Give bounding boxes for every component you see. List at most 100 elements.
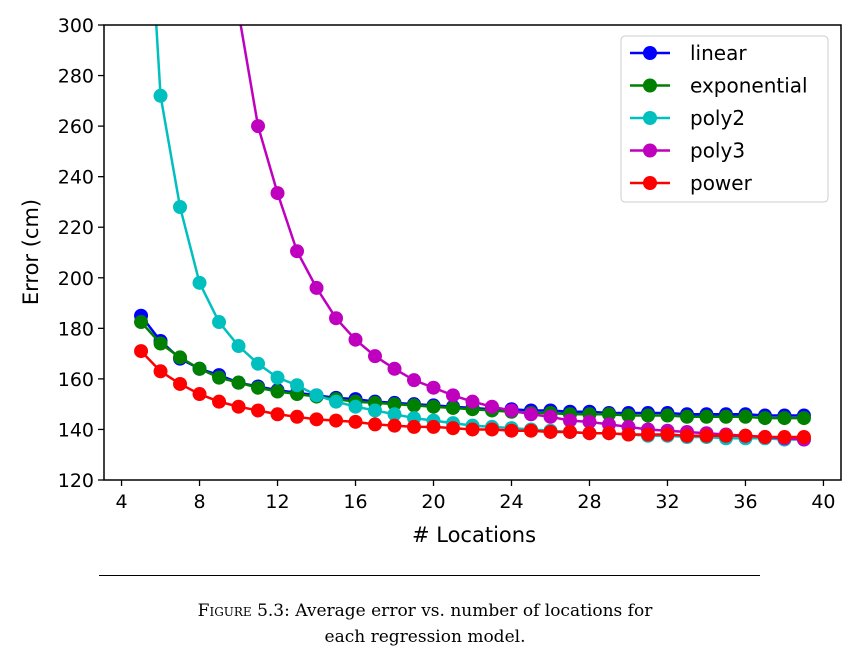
data-point-power	[718, 428, 733, 443]
data-point-exponential	[231, 375, 246, 390]
data-point-power	[465, 422, 480, 437]
data-point-poly2	[212, 315, 227, 330]
data-point-poly3	[543, 409, 558, 424]
legend-marker-exponential	[643, 78, 657, 93]
data-point-power	[446, 421, 461, 436]
data-point-exponential	[718, 409, 733, 424]
data-point-exponential	[387, 397, 402, 412]
data-point-poly2	[153, 88, 168, 103]
data-point-poly2	[270, 370, 285, 385]
data-point-exponential	[251, 380, 266, 395]
data-point-power	[523, 423, 538, 438]
y-tick-label: 260	[58, 116, 94, 138]
data-point-power	[290, 409, 305, 424]
y-tick-label: 120	[58, 470, 94, 492]
y-tick-label: 220	[58, 217, 94, 239]
x-tick-label: 12	[265, 491, 289, 513]
data-point-power	[796, 430, 811, 445]
caption-text: Average error vs. number of locations fo…	[295, 601, 653, 647]
data-point-poly2	[192, 275, 207, 290]
y-tick-label: 300	[58, 15, 94, 37]
data-point-poly3	[270, 186, 285, 201]
data-point-poly3	[348, 332, 363, 347]
data-point-power	[348, 414, 363, 429]
data-point-power	[738, 428, 753, 443]
data-point-poly2	[290, 378, 305, 393]
data-point-poly2	[251, 356, 266, 371]
x-tick-label: 16	[343, 491, 367, 513]
data-point-exponential	[640, 408, 655, 423]
data-point-power	[484, 422, 499, 437]
data-point-poly2	[309, 388, 324, 403]
x-tick-label: 40	[811, 491, 835, 513]
data-point-power	[504, 423, 519, 438]
series-power	[134, 344, 811, 445]
data-point-poly3	[329, 311, 344, 326]
data-point-power	[368, 417, 383, 432]
data-point-poly2	[329, 394, 344, 409]
data-point-power	[621, 427, 636, 442]
plot-frame	[103, 24, 842, 481]
data-point-power	[699, 428, 714, 443]
data-point-power	[212, 394, 227, 409]
data-point-power	[426, 419, 441, 434]
data-point-power	[562, 424, 577, 439]
data-point-exponential	[757, 411, 772, 426]
data-point-poly2	[348, 399, 363, 414]
data-point-power	[543, 424, 558, 439]
data-point-power	[309, 412, 324, 427]
legend-label-linear: linear	[690, 41, 747, 65]
x-tick-label: 36	[733, 491, 757, 513]
data-point-exponential	[601, 407, 616, 422]
data-point-poly3	[504, 403, 519, 418]
legend-label-poly2: poly2	[690, 106, 745, 130]
legend-label-exponential: exponential	[690, 74, 808, 98]
data-point-exponential	[173, 350, 188, 365]
y-axis-label: Error (cm)	[19, 199, 43, 305]
legend-marker-power	[643, 176, 657, 190]
data-point-power	[757, 430, 772, 445]
y-tick-label: 280	[58, 66, 94, 88]
y-tick-label: 180	[58, 318, 94, 340]
x-tick-label: 8	[193, 491, 205, 513]
data-point-power	[329, 413, 344, 428]
data-point-exponential	[407, 398, 422, 413]
x-axis-label: # Locations	[412, 523, 536, 547]
data-point-poly2	[387, 407, 402, 422]
x-tick-label: 28	[577, 491, 601, 513]
data-point-poly3	[387, 361, 402, 376]
legend: linear exponential poly2 poly3 power	[620, 35, 829, 203]
x-tick-label: 32	[655, 491, 679, 513]
caption-rule	[99, 575, 760, 576]
data-point-power	[601, 426, 616, 441]
data-point-power	[153, 364, 168, 379]
data-point-power	[173, 376, 188, 391]
data-point-exponential	[446, 400, 461, 415]
data-point-power	[387, 418, 402, 433]
data-point-poly3	[465, 394, 480, 409]
y-tick-label: 160	[58, 369, 94, 391]
data-point-power	[270, 407, 285, 422]
chart: 4 8 12 16 20 24 28 32 36 40 120 140 160 180 200 220 240 2…	[19, 5, 842, 547]
x-tick-label: 24	[499, 491, 523, 513]
data-point-power	[640, 427, 655, 442]
data-point-exponential	[699, 409, 714, 424]
data-point-poly3	[407, 373, 422, 388]
data-point-poly3	[582, 414, 597, 429]
x-tick-label: 4	[116, 491, 128, 513]
legend-marker-poly2	[643, 111, 657, 125]
data-point-exponential	[192, 361, 207, 376]
data-point-poly3	[232, 5, 246, 19]
legend-box	[620, 35, 829, 203]
data-point-poly3	[484, 399, 499, 414]
y-tick-label: 240	[58, 167, 94, 189]
data-point-exponential	[621, 408, 636, 423]
data-point-poly3	[368, 349, 383, 364]
legend-label-poly3: poly3	[690, 139, 745, 163]
y-tick-label: 140	[58, 419, 94, 441]
data-point-exponential	[153, 336, 168, 351]
data-point-exponential	[796, 411, 811, 426]
data-point-power	[251, 403, 266, 418]
data-point-poly3	[523, 407, 538, 422]
data-point-exponential	[270, 384, 285, 399]
